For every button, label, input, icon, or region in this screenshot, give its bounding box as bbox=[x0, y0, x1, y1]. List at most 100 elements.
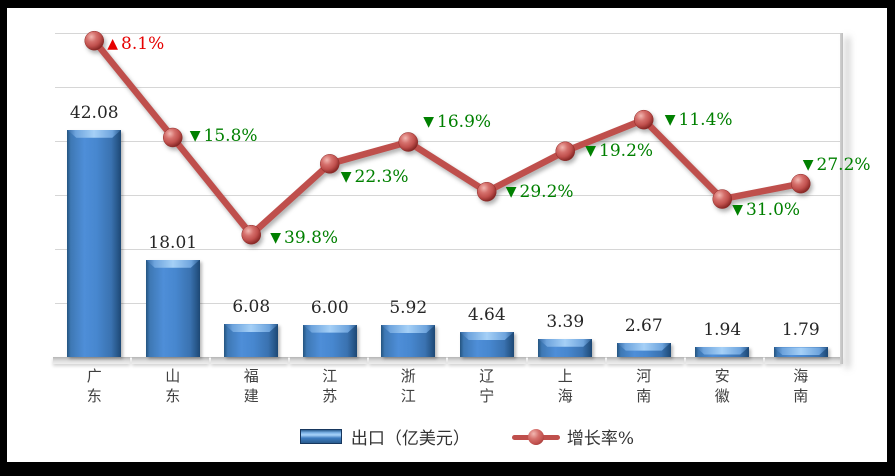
export-bar bbox=[773, 347, 828, 357]
category-label: 辽宁 bbox=[479, 367, 495, 405]
line-marker-swatch-icon bbox=[511, 428, 560, 445]
gridline bbox=[55, 195, 840, 196]
bar-value-label: 1.79 bbox=[781, 320, 820, 341]
bar-value-label: 5.92 bbox=[389, 298, 428, 319]
bar-value-label: 42.08 bbox=[69, 102, 119, 123]
up-arrow-icon: ▲ bbox=[107, 35, 119, 52]
legend-export-label: 出口（亿美元） bbox=[350, 429, 470, 449]
floor-tile bbox=[527, 357, 605, 364]
export-bar bbox=[459, 331, 514, 357]
bar-value-label: 2.67 bbox=[624, 315, 663, 336]
category-label: 河南 bbox=[636, 367, 652, 405]
down-arrow-icon: ▼ bbox=[732, 202, 744, 219]
bar-value-label: 1.94 bbox=[703, 319, 742, 340]
down-arrow-icon: ▼ bbox=[585, 143, 597, 160]
bar-swatch-icon bbox=[299, 429, 342, 444]
export-bar bbox=[302, 324, 357, 357]
plot-right-wall bbox=[840, 33, 843, 364]
category-label: 江苏 bbox=[322, 367, 338, 405]
growth-rate-label: ▼ 15.8% bbox=[190, 126, 258, 146]
gridline bbox=[55, 141, 840, 142]
export-bar bbox=[67, 129, 122, 357]
gridline bbox=[55, 249, 840, 250]
legend-growth-label: 增长率% bbox=[566, 429, 635, 449]
chart-canvas: 42.08 18.01 6.08 6.00 5.92 4.64 3.39 2.67 1.94 1.… bbox=[7, 8, 887, 462]
growth-rate-label: ▼ 39.8% bbox=[270, 228, 338, 248]
gridline bbox=[55, 33, 840, 34]
growth-marker bbox=[398, 132, 418, 152]
floor-tile bbox=[448, 357, 526, 364]
growth-rate-label: ▼ 19.2% bbox=[585, 141, 653, 161]
axis-floor bbox=[53, 357, 842, 364]
category-label: 广东 bbox=[86, 367, 102, 405]
down-arrow-icon: ▼ bbox=[664, 111, 676, 128]
bar-value-label: 6.08 bbox=[232, 297, 271, 318]
growth-rate-value: 15.8% bbox=[203, 126, 258, 147]
category-label: 安徽 bbox=[714, 367, 730, 405]
growth-rate-value: 19.2% bbox=[599, 141, 654, 162]
category-label: 海南 bbox=[793, 367, 809, 405]
bar-value-label: 18.01 bbox=[148, 232, 198, 253]
floor-tile bbox=[53, 357, 131, 364]
export-bar bbox=[695, 346, 750, 357]
growth-marker bbox=[712, 189, 732, 209]
growth-marker bbox=[84, 30, 104, 51]
legend-growth-item: 增长率% bbox=[511, 424, 635, 449]
category-label: 福建 bbox=[243, 367, 259, 405]
growth-marker bbox=[555, 141, 575, 162]
growth-rate-value: 22.3% bbox=[354, 166, 409, 187]
category-label: 山东 bbox=[165, 367, 181, 405]
category-label: 浙江 bbox=[400, 367, 416, 405]
growth-rate-label: ▼ 27.2% bbox=[803, 155, 871, 175]
growth-rate-value: 31.0% bbox=[746, 200, 801, 221]
growth-marker bbox=[320, 154, 340, 174]
export-bar bbox=[224, 324, 279, 357]
growth-rate-value: 11.4% bbox=[678, 109, 733, 130]
down-arrow-icon: ▼ bbox=[340, 168, 352, 185]
growth-rate-value: 8.1% bbox=[121, 33, 165, 54]
growth-marker bbox=[241, 224, 261, 245]
floor-tile bbox=[685, 357, 763, 364]
down-arrow-icon: ▼ bbox=[270, 229, 282, 246]
plot-area: 42.08 18.01 6.08 6.00 5.92 4.64 3.39 2.67 1.94 1.… bbox=[53, 30, 871, 364]
gridline bbox=[55, 303, 840, 304]
down-arrow-icon: ▼ bbox=[802, 156, 814, 173]
bar-value-label: 4.64 bbox=[467, 304, 506, 325]
floor-tile bbox=[369, 357, 447, 364]
growth-line bbox=[91, 37, 804, 238]
gridline bbox=[55, 87, 840, 88]
growth-rate-value: 16.9% bbox=[437, 111, 492, 132]
x-axis-labels: 广东 山东 福建 江苏 浙江 辽宁 上海 河南 安徽 海南 bbox=[55, 366, 840, 416]
growth-rate-value: 29.2% bbox=[519, 181, 574, 202]
growth-rate-label: ▼ 31.0% bbox=[732, 200, 800, 220]
floor-tile bbox=[132, 357, 210, 364]
floor-tile bbox=[211, 357, 289, 364]
growth-rate-label: ▼ 16.9% bbox=[423, 112, 491, 132]
growth-line-layer bbox=[84, 30, 811, 245]
floor-tile bbox=[290, 357, 368, 364]
floor-tile bbox=[606, 357, 684, 364]
growth-marker bbox=[163, 127, 183, 148]
down-arrow-icon: ▼ bbox=[189, 128, 201, 145]
growth-rate-label: ▲ 8.1% bbox=[107, 34, 164, 54]
export-bar bbox=[145, 259, 200, 357]
export-bar bbox=[538, 338, 593, 357]
growth-marker bbox=[477, 182, 497, 202]
growth-marker bbox=[634, 109, 654, 130]
bar-value-label: 6.00 bbox=[310, 297, 349, 318]
export-bar bbox=[381, 325, 436, 357]
growth-rate-value: 27.2% bbox=[816, 154, 871, 175]
growth-rate-value: 39.8% bbox=[284, 227, 339, 248]
down-arrow-icon: ▼ bbox=[423, 113, 435, 130]
growth-rate-label: ▼ 29.2% bbox=[506, 182, 574, 202]
category-label: 上海 bbox=[557, 367, 573, 405]
bar-value-label: 3.39 bbox=[546, 311, 585, 332]
growth-rate-label: ▼ 11.4% bbox=[665, 110, 733, 130]
legend-export-item: 出口（亿美元） bbox=[299, 424, 470, 449]
export-bar bbox=[616, 342, 671, 357]
gridline bbox=[55, 357, 840, 358]
legend: 出口（亿美元） 增长率% bbox=[47, 424, 887, 449]
growth-marker bbox=[791, 173, 811, 194]
floor-tile bbox=[764, 357, 842, 364]
